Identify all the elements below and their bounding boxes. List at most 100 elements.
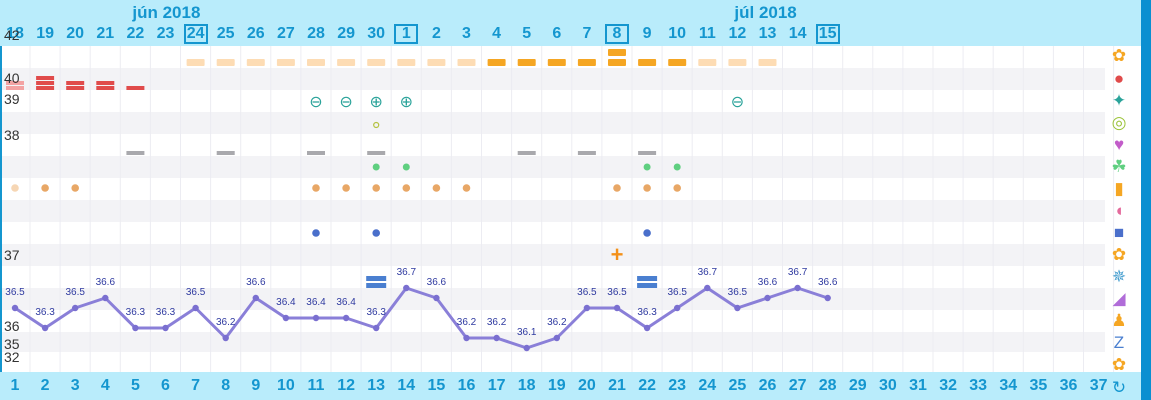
cycle-day-label[interactable]: 21	[608, 377, 626, 394]
date-label: 4	[492, 25, 502, 42]
temperature-label: 36.1	[517, 327, 537, 338]
date-cell[interactable]: 26	[241, 24, 271, 44]
plus-symbol: ⊕	[369, 94, 382, 111]
cycle-day-label[interactable]: 4	[100, 377, 110, 394]
cycle-day-label[interactable]: 6	[161, 377, 170, 394]
cycle-day-label[interactable]: 10	[276, 377, 295, 394]
cycle-day-label[interactable]: 5	[130, 377, 140, 394]
y-tick-label: 38	[4, 127, 20, 143]
date-cell[interactable]: 6	[542, 24, 572, 44]
date-cell[interactable]: 23	[151, 24, 181, 44]
cycle-day-label[interactable]: 11	[307, 377, 325, 394]
temperature-point	[643, 324, 651, 332]
overview-label[interactable]: overview	[1129, 180, 1138, 212]
minus-symbol: ⊖	[731, 94, 744, 111]
cycle-day-label[interactable]: 29	[848, 377, 867, 394]
cycle-day-label[interactable]: 18	[517, 377, 536, 394]
cycle-day-label[interactable]: 1	[10, 377, 20, 394]
date-cell[interactable]: 20	[60, 24, 90, 44]
blue-dot	[643, 229, 651, 237]
date-cell[interactable]: 22	[120, 24, 150, 44]
cycle-day-label[interactable]: 14	[397, 377, 416, 394]
date-cell[interactable]: 30	[361, 24, 391, 44]
gray-dash	[216, 151, 235, 155]
peak-bar	[457, 59, 476, 66]
peak-bar	[186, 59, 205, 66]
date-cell[interactable]: 1	[391, 24, 421, 44]
date-label: 8	[605, 24, 629, 44]
cycle-day-label[interactable]: 33	[969, 377, 988, 394]
date-cell[interactable]: 4	[482, 24, 512, 44]
date-cell[interactable]: 27	[271, 24, 301, 44]
cycle-day-label[interactable]: 20	[577, 377, 596, 394]
peak-bar	[728, 59, 747, 66]
date-cell[interactable]: 3	[452, 24, 482, 44]
date-cell[interactable]: 9	[632, 24, 662, 44]
date-cell[interactable]: 19	[30, 24, 60, 44]
temperature-point	[403, 284, 410, 292]
date-cell[interactable]: 5	[512, 24, 542, 44]
date-cell[interactable]: 14	[783, 24, 813, 44]
cycle-day-label[interactable]: 8	[221, 377, 231, 394]
date-cell[interactable]: 10	[662, 24, 692, 44]
orange-dot	[41, 184, 49, 192]
orange-dot	[462, 184, 471, 192]
date-cell[interactable]: 25	[211, 24, 241, 44]
date-cell[interactable]: 24	[181, 24, 211, 44]
date-cell[interactable]: 2	[421, 24, 451, 44]
cycle-day-label[interactable]: 34	[999, 377, 1018, 394]
temperature-point	[523, 344, 530, 352]
date-cell[interactable]: 8	[602, 24, 632, 44]
sperm-icon: ✵	[1111, 267, 1127, 286]
bleeding-icon: ◢	[1112, 289, 1126, 308]
date-label: 2	[431, 25, 441, 42]
cycle-day-label[interactable]: 26	[758, 377, 777, 394]
date-cell[interactable]: 13	[753, 24, 783, 44]
date-cell[interactable]: 28	[301, 24, 331, 44]
temperature-point	[463, 334, 470, 342]
peak-bar	[216, 59, 235, 66]
cycle-day-label[interactable]: 9	[251, 377, 261, 394]
date-cell[interactable]: 29	[331, 24, 361, 44]
sync-icon[interactable]: ↻	[1111, 378, 1127, 397]
cycle-day-label[interactable]: 37	[1089, 377, 1108, 394]
cycle-day-label[interactable]: 15	[427, 377, 446, 394]
gray-dash	[367, 151, 386, 155]
date-label: 11	[698, 25, 716, 42]
temperature-point	[192, 304, 199, 312]
temperature-label: 36.6	[758, 277, 778, 288]
overview-edge[interactable]	[1141, 0, 1151, 400]
row-stripe	[0, 266, 1105, 288]
cycle-day-label[interactable]: 2	[40, 377, 50, 394]
cycle-day-label[interactable]: 19	[547, 377, 566, 394]
cycle-day-label[interactable]: 30	[878, 377, 897, 394]
cycle-day-label[interactable]: 31	[909, 377, 927, 394]
cycle-day-label[interactable]: 27	[788, 377, 807, 394]
cycle-day-label[interactable]: 7	[191, 377, 201, 394]
cycle-day-label[interactable]: 22	[638, 377, 656, 394]
blue-stack-bar	[637, 276, 658, 281]
date-cell[interactable]: 12	[722, 24, 752, 44]
cycle-day-label[interactable]: 36	[1059, 377, 1078, 394]
date-cell[interactable]: 18	[0, 24, 30, 44]
cycle-day-label[interactable]: 17	[487, 377, 506, 394]
cycle-day-label[interactable]: 24	[698, 377, 717, 394]
temperature-label: 36.6	[818, 277, 838, 288]
cycle-day-label[interactable]: 32	[939, 377, 957, 394]
cycle-day-label[interactable]: 3	[70, 377, 80, 394]
cycle-day-label[interactable]: 35	[1029, 377, 1048, 394]
blue-stack-bar	[366, 276, 387, 281]
menstruation-bar	[66, 86, 85, 90]
cycle-day-label[interactable]: 25	[728, 377, 747, 394]
date-cell[interactable]: 7	[572, 24, 602, 44]
date-cell[interactable]: 11	[692, 24, 722, 44]
pad-icon: ◖	[1113, 201, 1125, 220]
cycle-day-label[interactable]: 12	[337, 377, 355, 394]
cycle-day-label[interactable]: 13	[367, 377, 386, 394]
peak-bar	[698, 59, 717, 66]
cycle-day-label[interactable]: 16	[457, 377, 476, 394]
date-cell[interactable]: 15	[813, 24, 843, 44]
date-cell[interactable]: 21	[90, 24, 120, 44]
cycle-day-label[interactable]: 28	[818, 377, 837, 394]
cycle-day-label[interactable]: 23	[668, 377, 687, 394]
